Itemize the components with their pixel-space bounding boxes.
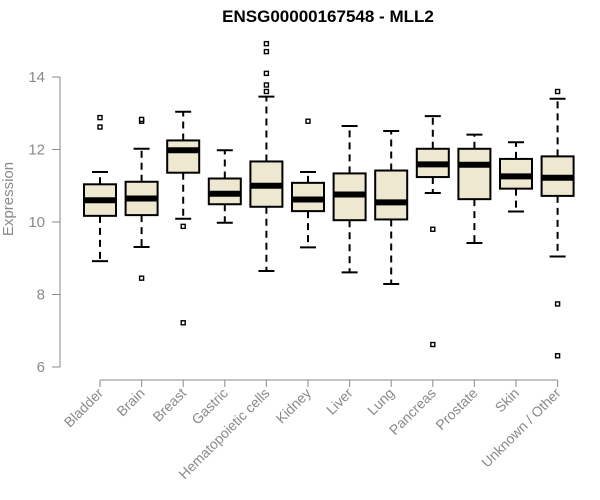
outlier-point	[263, 88, 270, 95]
iqr-box	[374, 169, 409, 221]
x-tick-label: Unknown / Other	[478, 385, 564, 471]
box-3	[207, 149, 242, 224]
box-0	[83, 114, 117, 263]
outlier-point	[263, 82, 270, 88]
x-tick-label: Prostate	[432, 385, 480, 433]
x-tick-label: Kidney	[273, 385, 315, 427]
boxes-group	[83, 40, 575, 359]
y-tick-label: 6	[37, 359, 45, 376]
outlier-point	[97, 114, 103, 121]
box-8	[415, 115, 450, 348]
box-2	[166, 110, 201, 326]
box-4	[249, 40, 284, 272]
x-tick-label: Bladder	[61, 385, 107, 431]
x-tick-label: Brain	[113, 385, 147, 419]
x-tick-label: Lung	[364, 385, 397, 418]
outlier-point	[263, 40, 270, 47]
outlier-point	[180, 223, 186, 230]
outlier-point	[263, 70, 270, 77]
chart-title: ENSG00000167548 - MLL2	[222, 7, 434, 26]
box-9	[457, 133, 492, 245]
box-11	[540, 88, 575, 359]
outlier-point	[263, 48, 270, 55]
outlier-point	[138, 116, 145, 123]
box-10	[499, 141, 533, 213]
outlier-point	[554, 301, 561, 307]
iqr-box	[166, 139, 201, 174]
box-7	[374, 130, 409, 285]
x-tick-label: Breast	[149, 385, 189, 425]
outlier-point	[97, 124, 103, 130]
box-6	[332, 124, 367, 274]
y-axis: 6 8 10 12 14	[28, 69, 61, 376]
iqr-box	[457, 147, 492, 201]
outlier-point	[138, 275, 145, 281]
outlier-point	[180, 320, 186, 326]
x-tick-label: Skin	[492, 385, 523, 416]
y-axis-label: Expression	[0, 162, 17, 236]
box-5	[291, 118, 325, 249]
box-1	[124, 116, 159, 281]
y-tick-label: 8	[37, 287, 45, 304]
y-tick-label: 12	[28, 142, 45, 159]
y-tick-label: 14	[28, 69, 45, 86]
x-tick-label: Liver	[323, 385, 356, 418]
outlier-point	[305, 118, 311, 124]
outlier-point	[430, 226, 436, 232]
y-tick-label: 10	[28, 214, 45, 231]
outlier-point	[554, 88, 561, 95]
outlier-point	[430, 341, 436, 348]
outlier-point	[554, 353, 561, 359]
